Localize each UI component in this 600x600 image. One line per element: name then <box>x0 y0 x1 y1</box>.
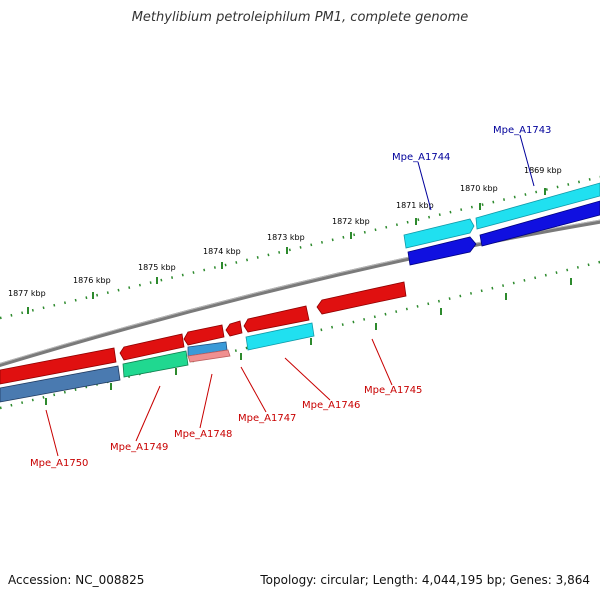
gene-mpe-a1748-feature[interactable] <box>183 324 225 346</box>
gene-label-mpe-a1747[interactable]: Mpe_A1747 <box>238 413 296 424</box>
tick-label-1870: 1870 kbp <box>460 184 498 193</box>
gene-label-mpe-a1748[interactable]: Mpe_A1748 <box>174 429 232 440</box>
gene-mpe-a1746-feature[interactable] <box>243 305 310 333</box>
reverse-label-connectors <box>45 338 393 457</box>
tick-label-1875: 1875 kbp <box>138 263 176 272</box>
genome-summary-text: Topology: circular; Length: 4,044,195 bp… <box>260 573 590 587</box>
gene-label-mpe-a1750[interactable]: Mpe_A1750 <box>30 458 88 469</box>
lower-major-ticks <box>45 278 572 405</box>
gene-blue-feature-left[interactable] <box>407 236 477 266</box>
gene-steelblue-feature[interactable] <box>0 365 121 403</box>
gene-mpe-a1747-feature[interactable] <box>225 320 243 337</box>
gene-label-mpe-a1745[interactable]: Mpe_A1745 <box>364 385 422 396</box>
gene-mpe-a1750-feature[interactable] <box>0 347 117 385</box>
forward-label-connectors <box>417 134 535 211</box>
tick-label-1873: 1873 kbp <box>267 233 305 242</box>
gene-mpe-a1743-feature[interactable] <box>475 182 600 230</box>
gene-label-mpe-a1744[interactable]: Mpe_A1744 <box>392 152 450 163</box>
tick-label-1872: 1872 kbp <box>332 217 370 226</box>
gene-green-feature[interactable] <box>122 350 189 378</box>
upper-major-ticks <box>27 188 546 314</box>
gene-mpe-a1749-feature[interactable] <box>119 333 185 361</box>
gene-label-mpe-a1743[interactable]: Mpe_A1743 <box>493 125 551 136</box>
tick-label-1869: 1869 kbp <box>524 166 562 175</box>
gene-blue-feature-right[interactable] <box>479 200 600 247</box>
gene-mpe-a1745-feature[interactable] <box>316 281 407 315</box>
tick-label-1877: 1877 kbp <box>8 289 46 298</box>
accession-text: Accession: NC_008825 <box>8 573 145 587</box>
gene-mpe-a1744-feature[interactable] <box>403 218 475 249</box>
upper-tick-ring <box>0 175 600 320</box>
gene-pink-feature[interactable] <box>187 349 231 363</box>
gene-label-mpe-a1749[interactable]: Mpe_A1749 <box>110 442 168 453</box>
tick-label-1876: 1876 kbp <box>73 276 111 285</box>
tick-label-1874: 1874 kbp <box>203 247 241 256</box>
tick-label-1871: 1871 kbp <box>396 201 434 210</box>
map-title: Methylibium petroleiphilum PM1, complete… <box>131 10 469 25</box>
gene-cyan-feature[interactable] <box>245 322 315 351</box>
gene-label-mpe-a1746[interactable]: Mpe_A1746 <box>302 400 360 411</box>
genome-backbone <box>0 219 600 368</box>
